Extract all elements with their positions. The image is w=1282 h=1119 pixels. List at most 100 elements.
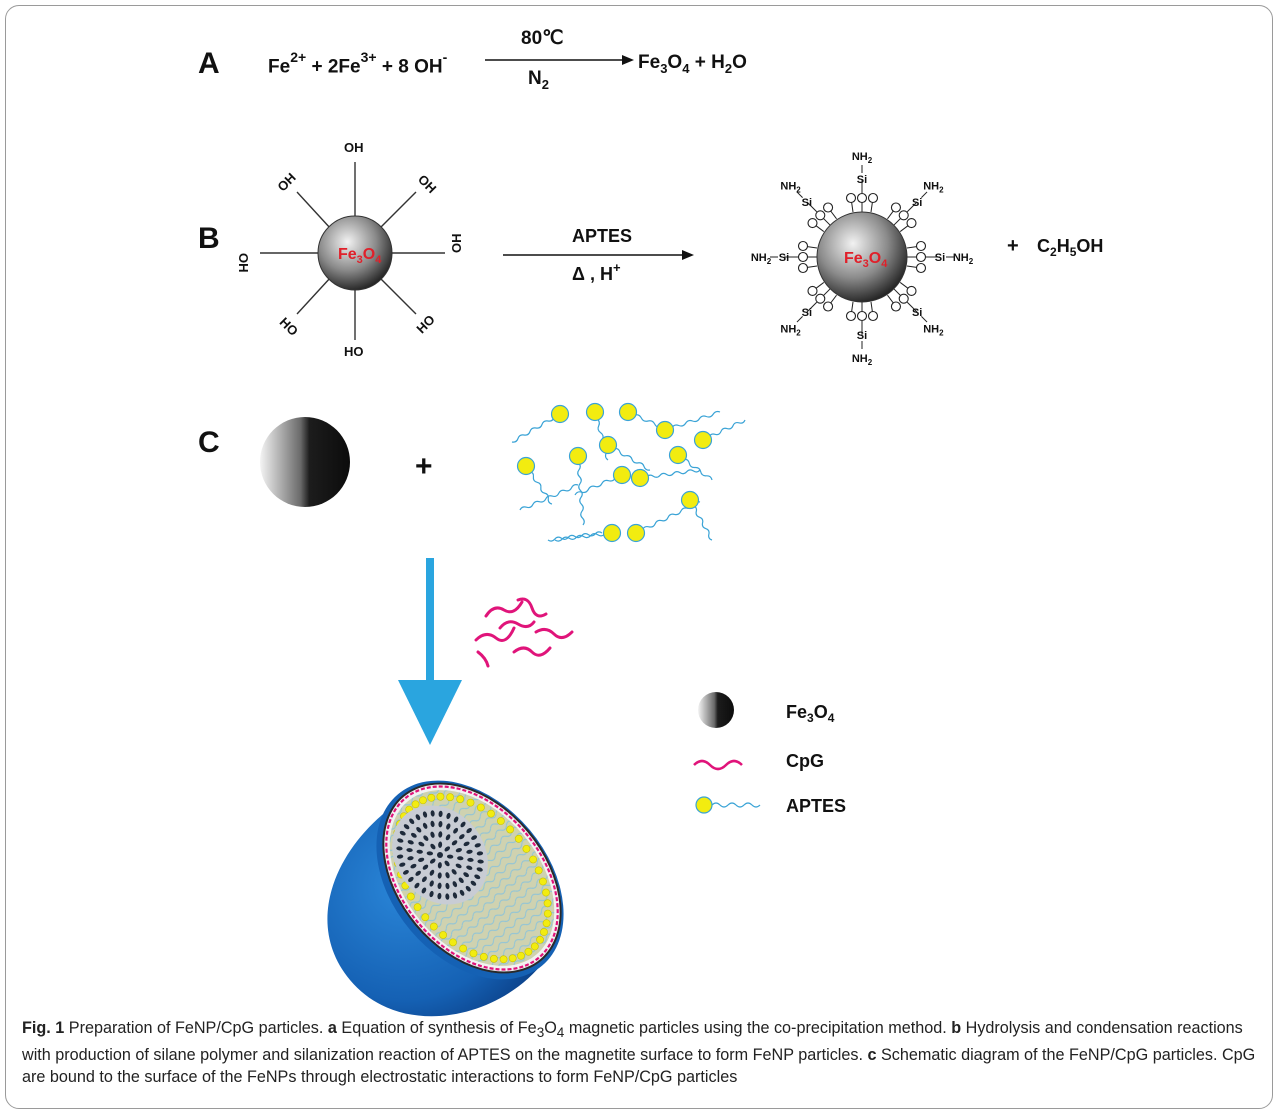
amine-bond	[796, 316, 803, 323]
oxygen-atom	[898, 293, 909, 304]
fe3o4-nanoparticle	[463, 872, 470, 878]
fe3o4-nanoparticle	[418, 841, 425, 847]
oxygen-atom	[807, 218, 818, 229]
fe3o4-nanoparticle	[445, 893, 450, 900]
fe3o4-nanoparticle	[446, 812, 451, 820]
cpg-strand	[498, 620, 536, 630]
fe3o4-nanoparticle	[410, 863, 417, 869]
aptes-head	[436, 792, 445, 801]
aptes-head	[476, 803, 485, 812]
figure-caption: Fig. 1 Preparation of FeNP/CpG particles…	[22, 1019, 1256, 1087]
amine-label: NH2	[923, 181, 944, 195]
cpg-wave-icon	[693, 759, 743, 771]
fe3o4-nanoparticle	[416, 849, 423, 854]
plus-sign-b: +	[1007, 235, 1019, 257]
fe3o4-sphere	[260, 417, 350, 507]
fe3o4-nanoparticle	[422, 822, 428, 829]
aptes-head	[406, 892, 415, 901]
aptes-head	[602, 523, 622, 543]
aptes-head	[508, 954, 517, 963]
aptes-head	[630, 468, 650, 488]
cpg-strand	[476, 650, 490, 668]
aptes-head	[529, 855, 538, 864]
caption-part-b-text: Hydrolysis and condensation reactions wi…	[22, 1019, 1243, 1065]
oxygen-atom	[797, 240, 809, 252]
aptes-head	[626, 523, 646, 543]
fe3o4-nanoparticle	[422, 864, 429, 870]
fe3o4-nanoparticle	[422, 811, 428, 818]
fe2-charge: 2+	[290, 49, 307, 65]
caption-part-a-text: Equation of synthesis of Fe	[341, 1019, 537, 1037]
silicon-label: Si	[779, 252, 789, 264]
legend: Fe3O4 CpG APTES	[693, 692, 846, 816]
fe3o4-nanoparticle	[452, 892, 458, 899]
fe3o4-nanoparticle	[421, 876, 427, 883]
aptes-chain-icon	[695, 796, 713, 814]
aptes-head	[585, 402, 605, 422]
oxygen-atom	[867, 310, 879, 322]
aptes-head	[516, 456, 536, 476]
fe3o4-nanoparticle	[397, 838, 404, 843]
fe3o4-nanoparticle	[430, 820, 435, 828]
aptes-head	[517, 951, 525, 960]
fe3o4-nanoparticle	[429, 890, 434, 898]
fe3o4-nanoparticle	[455, 848, 462, 853]
plus-sign: +	[694, 52, 706, 73]
hydroxyl-label: OH	[415, 172, 439, 196]
fe3o4-nanoparticle	[471, 835, 478, 840]
fe3o4-nanoparticle	[463, 841, 470, 847]
fe3o4-nanoparticle	[459, 834, 465, 840]
amine-label: NH2	[780, 181, 801, 195]
reactant-fe3: 2Fe	[327, 56, 361, 78]
aptes-head	[489, 954, 498, 963]
fe3o4-nanoparticle	[438, 820, 443, 828]
caption-part-c-text: Schematic diagram of the FeNP/CpG partic…	[22, 1046, 1256, 1087]
aptes-head	[542, 888, 550, 897]
oxygen-atom	[915, 262, 927, 274]
silicon-label: Si	[935, 252, 945, 264]
fe3o4-nanoparticle	[421, 887, 427, 894]
fe3o4-nanoparticle	[416, 826, 422, 833]
caption-fig-label: Fig. 1	[22, 1019, 65, 1037]
fe3o4-core-label: Fe3O4	[844, 250, 888, 270]
cpg-strand	[534, 627, 574, 639]
byproduct-ethanol: C2H5OH	[1037, 236, 1103, 259]
panel-a-products: Fe3O4 + H2O	[638, 52, 747, 76]
reaction-conditions-b: Δ , H+	[572, 260, 621, 284]
aptes-head	[540, 928, 548, 936]
fe3o4-nanoparticle	[446, 823, 451, 830]
aptes-chain	[576, 455, 585, 526]
aptes-head	[429, 922, 438, 931]
aptes-head	[618, 402, 638, 422]
amine-label: NH2	[852, 151, 873, 165]
aptes-head	[506, 825, 515, 834]
aptes-head	[524, 947, 533, 956]
fe3o4-nanoparticle	[407, 856, 414, 861]
aptes-head	[598, 435, 618, 455]
panel-c-letter: C	[198, 426, 220, 459]
fe3o4-nanoparticle	[418, 857, 425, 862]
panel-b-letter: B	[198, 222, 220, 255]
fe3o4-nanoparticle	[430, 843, 436, 850]
process-arrowhead	[398, 680, 462, 745]
aptes-head	[411, 800, 420, 809]
fe3o4-nanoparticle	[410, 832, 417, 838]
hydroxyl-label: OH	[344, 140, 364, 155]
fe3o4-nanoparticle	[406, 848, 413, 853]
aptes-head	[439, 931, 448, 939]
fe3o4-nanoparticle	[466, 849, 473, 854]
plus-sign: +	[381, 56, 393, 78]
cpg-strand	[474, 626, 516, 642]
product-fe3o4: Fe3O4	[638, 52, 690, 76]
fe3o4-nanoparticle	[426, 851, 434, 856]
fe3o4-nanoparticle	[399, 830, 406, 836]
caption-part-a-label: a	[327, 1019, 337, 1037]
fe3o4-nanoparticle	[429, 858, 436, 864]
fe3o4-core-label: Fe3O4	[338, 246, 382, 266]
reaction-condition-atmosphere: N2	[528, 68, 549, 92]
amine-label: NH2	[953, 252, 974, 266]
fe3o4-nanoparticle	[409, 818, 415, 825]
caption-part-b-label: b	[951, 1019, 962, 1037]
oh-charge: -	[442, 49, 448, 65]
